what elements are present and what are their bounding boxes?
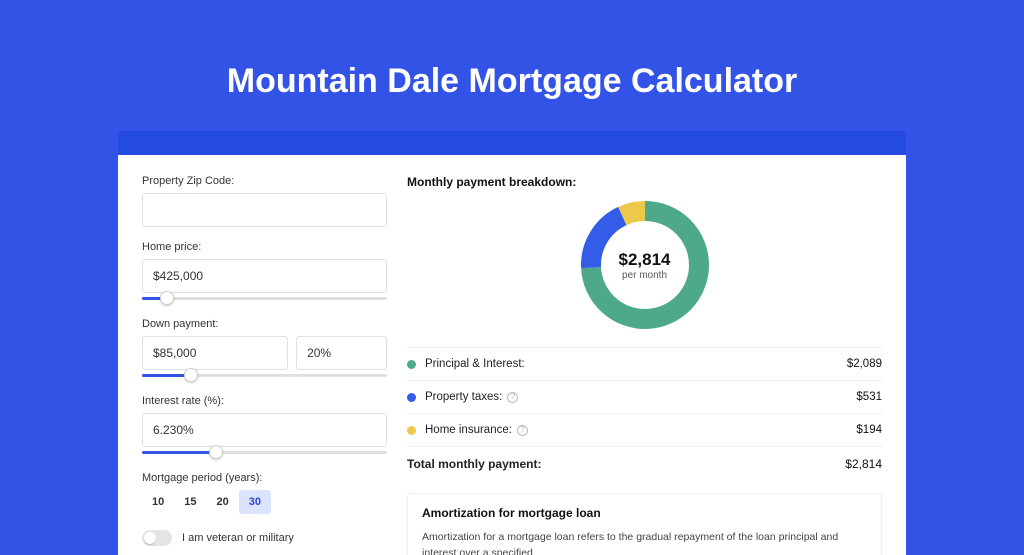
veteran-toggle-knob	[144, 532, 156, 544]
price-slider-thumb[interactable]	[160, 291, 174, 305]
down-percent-input[interactable]	[296, 336, 387, 370]
breakdown-line-value: $194	[856, 424, 882, 436]
period-group: 10152030	[142, 490, 387, 514]
amortization-title: Amortization for mortgage loan	[422, 506, 867, 520]
down-label: Down payment:	[142, 318, 387, 330]
breakdown-line: Home insurance:?$194	[407, 413, 882, 446]
page-title: Mountain Dale Mortgage Calculator	[0, 0, 1024, 131]
total-label: Total monthly payment:	[407, 457, 845, 471]
breakdown-line: Principal & Interest:$2,089	[407, 347, 882, 380]
legend-dot-icon	[407, 426, 416, 435]
zip-label: Property Zip Code:	[142, 175, 387, 187]
period-label: Mortgage period (years):	[142, 472, 387, 484]
down-slider-thumb[interactable]	[184, 368, 198, 382]
veteran-label: I am veteran or military	[182, 532, 294, 544]
donut-chart: $2,814 per month	[581, 201, 709, 329]
breakdown-line-value: $2,089	[847, 358, 882, 370]
price-label: Home price:	[142, 241, 387, 253]
veteran-toggle[interactable]	[142, 530, 172, 546]
calculator-card: Property Zip Code: Home price: Down paym…	[118, 155, 906, 555]
rate-slider[interactable]	[142, 446, 387, 460]
price-slider[interactable]	[142, 292, 387, 306]
down-slider[interactable]	[142, 369, 387, 383]
legend-dot-icon	[407, 360, 416, 369]
breakdown-line-value: $531	[856, 391, 882, 403]
form-panel: Property Zip Code: Home price: Down paym…	[142, 175, 387, 555]
rate-label: Interest rate (%):	[142, 395, 387, 407]
period-option-15[interactable]: 15	[174, 490, 206, 514]
rate-input[interactable]	[142, 413, 387, 447]
donut-amount: $2,814	[619, 250, 671, 270]
breakdown-line-label: Principal & Interest:	[425, 358, 847, 370]
info-icon[interactable]: ?	[507, 392, 518, 403]
amortization-text: Amortization for a mortgage loan refers …	[422, 530, 867, 555]
breakdown-line-label: Home insurance:?	[425, 424, 856, 436]
breakdown-line: Property taxes:?$531	[407, 380, 882, 413]
breakdown-panel: Monthly payment breakdown: $2,814 per mo…	[407, 175, 882, 555]
period-option-30[interactable]: 30	[239, 490, 271, 514]
breakdown-line-label: Property taxes:?	[425, 391, 856, 403]
down-amount-input[interactable]	[142, 336, 288, 370]
zip-input[interactable]	[142, 193, 387, 227]
breakdown-title: Monthly payment breakdown:	[407, 175, 882, 189]
info-icon[interactable]: ?	[517, 425, 528, 436]
total-value: $2,814	[845, 457, 882, 471]
rate-slider-thumb[interactable]	[209, 445, 223, 459]
period-option-20[interactable]: 20	[207, 490, 239, 514]
legend-dot-icon	[407, 393, 416, 402]
accent-band	[118, 131, 906, 155]
amortization-box: Amortization for mortgage loan Amortizat…	[407, 493, 882, 555]
donut-sub: per month	[622, 270, 667, 281]
price-input[interactable]	[142, 259, 387, 293]
period-option-10[interactable]: 10	[142, 490, 174, 514]
